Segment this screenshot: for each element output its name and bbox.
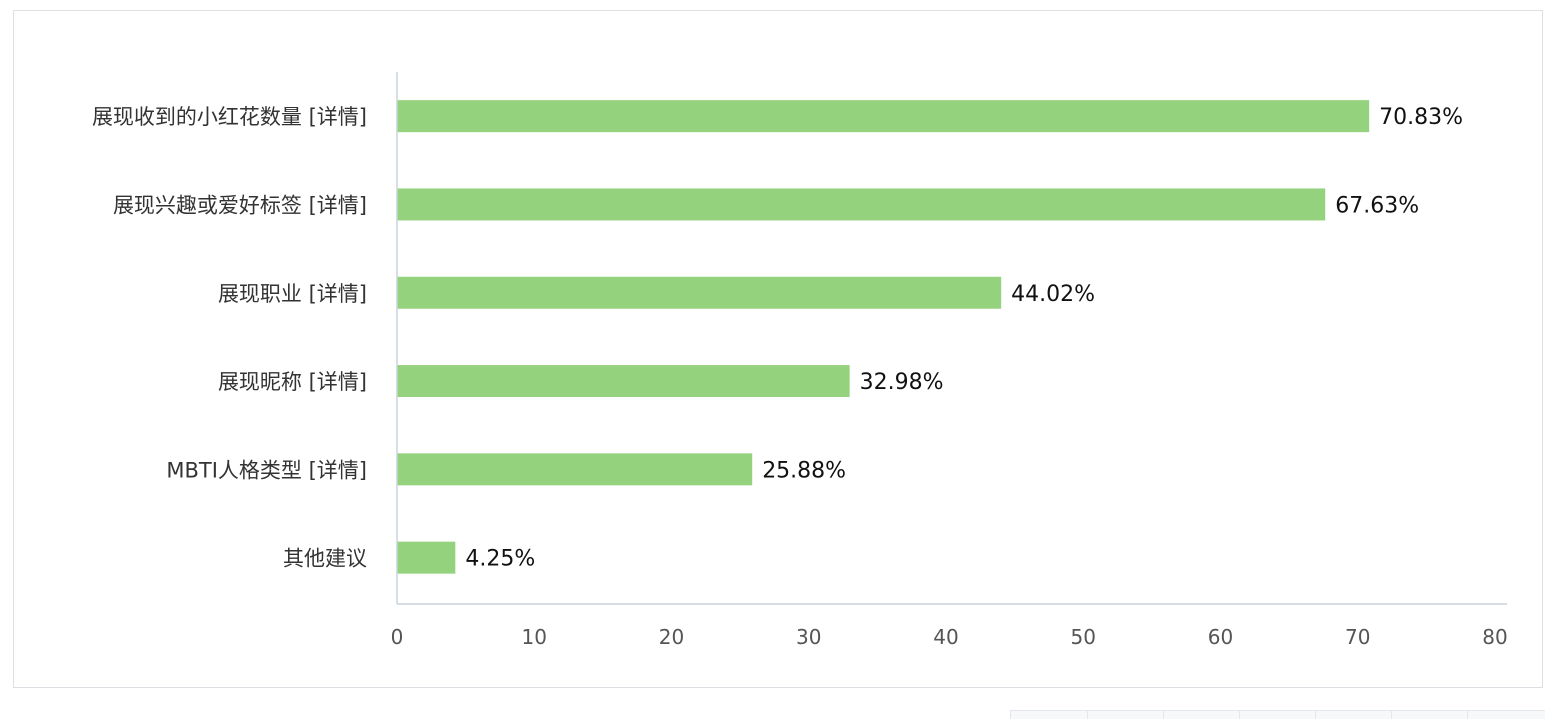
value-label: 4.25% [465, 547, 535, 572]
category-label: 展现兴趣或爱好标签 [详情] [113, 193, 367, 217]
x-tick-label: 20 [659, 625, 684, 649]
x-tick-label: 60 [1208, 625, 1233, 649]
bar[interactable] [397, 100, 1370, 133]
x-tick-label: 80 [1482, 625, 1507, 649]
bar[interactable] [397, 276, 1002, 309]
bar[interactable] [397, 365, 850, 398]
category-label: 展现收到的小红花数量 [详情] [92, 105, 367, 129]
value-labels-layer: 70.83% 67.63% 44.02% 32.98% 25.88% 4.25% [465, 105, 1463, 572]
x-tick-label: 0 [391, 625, 404, 649]
bar[interactable] [397, 453, 753, 486]
value-label: 70.83% [1379, 105, 1463, 130]
bar[interactable] [397, 188, 1326, 221]
value-label: 67.63% [1335, 193, 1419, 218]
value-label: 44.02% [1011, 282, 1095, 307]
category-label: 展现昵称 [详情] [218, 370, 367, 394]
x-tick-label: 50 [1071, 625, 1096, 649]
x-tick-label: 10 [522, 625, 547, 649]
category-label: 其他建议 [283, 547, 367, 571]
bar[interactable] [397, 541, 456, 574]
x-tick-label: 40 [933, 625, 958, 649]
category-label: 展现职业 [详情] [218, 282, 367, 306]
value-label: 32.98% [860, 370, 944, 395]
bars-layer [397, 100, 1370, 574]
x-ticks-layer: 0 10 20 30 40 50 60 70 80 [391, 625, 1508, 649]
axis-layer [396, 72, 1507, 605]
x-tick-label: 30 [796, 625, 821, 649]
pagination-strip [1010, 710, 1545, 719]
category-labels-layer: 展现收到的小红花数量 [详情] 展现兴趣或爱好标签 [详情] 展现职业 [详情] 展现… [92, 105, 367, 571]
x-tick-label: 70 [1345, 625, 1370, 649]
category-label: MBTI人格类型 [详情] [166, 458, 367, 482]
value-label: 25.88% [762, 458, 846, 483]
